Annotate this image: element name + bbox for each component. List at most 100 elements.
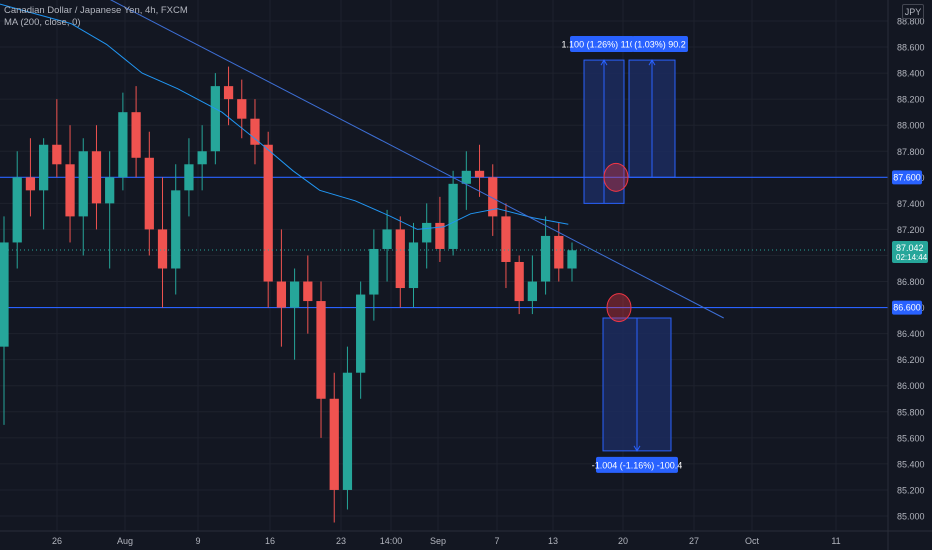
candle-up [369,229,379,321]
price-tick-label: 87.800 [897,147,925,157]
candle-body [554,235,564,269]
measure-label-bg [596,456,678,473]
candle-body [474,170,485,178]
measure-labels: 1.100 (1.26%) 110.0(1.03%) 90.2 -1.004 (-… [562,36,688,473]
candle-body [157,229,168,269]
ma-indicator-label[interactable]: MA (200, close, 0) [4,17,81,28]
highlight-circles [603,162,632,323]
currency-badge[interactable]: JPY [902,4,924,19]
candle-up [184,138,194,217]
candle-body [316,301,326,399]
price-tick-label: 86.000 [897,381,925,391]
price-tick-label: 88.800 [897,17,925,27]
highlight-circle [606,293,632,323]
current-price-value: 87.042 [896,243,924,253]
time-tick-label: 9 [195,536,200,546]
measure-tools[interactable] [583,59,676,452]
chart-legend: Canadian Dollar / Japanese Yen, 4h, FXCM… [4,5,188,29]
candle-body [0,242,9,347]
candle-body [527,281,537,302]
price-tick-label: 88.600 [897,43,925,53]
candle-body [118,112,128,178]
candle-up [197,125,207,191]
candle-body [488,177,498,217]
candle-up [527,255,537,315]
candle-up [118,92,128,191]
level-price-tag-text: 87.600 [893,172,921,182]
price-tick-label: 86.400 [897,329,925,339]
measure-label-up-2: (1.03%) 90.2 [632,36,688,52]
candle-up [39,138,49,230]
candle-body [369,248,379,295]
time-tick-label: Sep [430,536,446,546]
measure-label-text: 1.100 (1.26%) 110.0 [562,40,643,50]
candle-down [65,125,75,243]
price-tick-label: 85.600 [897,433,925,443]
candle-body [303,281,313,302]
time-tick-label: 27 [689,536,699,546]
candle-down [329,372,339,523]
price-tick-label: 85.000 [897,512,925,522]
candle-body [461,170,471,184]
level-price-tag: 87.600 [892,170,922,185]
time-axis[interactable]: 26 Aug 9 16 23 14:00 Sep 7 13 20 27 Oct 11 [0,530,932,546]
candle-body [422,222,432,243]
time-tick-label: 23 [336,536,346,546]
candle-body [501,216,511,262]
candle-down [157,177,168,308]
candle-body [65,164,75,217]
time-tick-label: 7 [494,536,499,546]
price-tick-label: 87.200 [897,225,925,235]
time-tick-label: 13 [548,536,558,546]
trendline[interactable] [89,0,724,319]
candle-down [52,99,62,178]
candle-down [263,131,273,308]
time-tick-label: 26 [52,536,62,546]
measure-arrowhead [600,59,608,66]
candle-up [448,170,458,256]
time-tick-label: 16 [265,536,275,546]
measure-label-bg [570,36,634,52]
candle-up [356,281,366,399]
candle-body [395,229,405,289]
measure-arrowhead [648,59,656,66]
candle-body [567,250,577,269]
candle-body [237,99,247,119]
candle-down [25,138,36,217]
candle-up [408,222,419,308]
candle-up [78,138,88,256]
highlight-circle [603,162,629,192]
candle-down [395,216,405,308]
ma-200-line [0,3,569,230]
time-tick-label: 11 [831,536,840,546]
candle-body [435,222,445,249]
candle-body [52,144,62,165]
descending-trendline[interactable] [89,0,724,319]
candle-up [342,346,353,510]
candle-down [435,196,445,262]
candle-body [197,151,207,165]
measure-label-up-1: 1.100 (1.26%) 110.0 [562,36,643,52]
candle-down [316,281,326,438]
candle-down [514,255,524,315]
price-tick-label: 85.400 [897,459,925,469]
candle-up [540,216,551,295]
time-tick-label: 14:00 [380,536,403,546]
candle-down [144,131,154,256]
measure-label-text: (1.03%) 90.2 [634,40,686,50]
symbol-title[interactable]: Canadian Dollar / Japanese Yen, 4h, FXCM [4,5,188,16]
candle-down [91,125,102,230]
candle-up [0,216,9,425]
candle-up [422,203,432,269]
candle-down [223,66,234,126]
candle-body [91,151,102,204]
candle-up [105,151,115,269]
candle-up [289,268,300,360]
candle-up [461,151,471,210]
time-tick-label: Aug [117,536,133,546]
candle-body [105,177,115,204]
candle-body [382,229,392,249]
level-price-tag-bg [892,170,922,185]
